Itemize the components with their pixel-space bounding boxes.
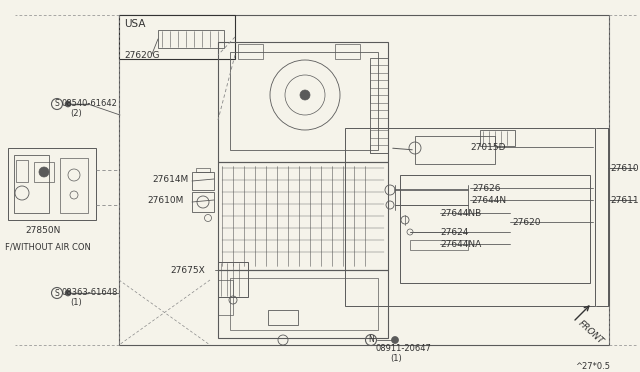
Text: 27644NB: 27644NB	[440, 209, 481, 218]
Bar	[415, 136, 495, 164]
Text: 27624: 27624	[440, 228, 468, 237]
Text: 27015D: 27015D	[470, 143, 506, 152]
Text: 27620G: 27620G	[124, 51, 159, 60]
Bar	[230, 278, 378, 330]
Bar	[218, 42, 388, 162]
Text: 08911-20647: 08911-20647	[375, 344, 431, 353]
Text: 27611: 27611	[610, 196, 639, 205]
Bar	[370, 95, 388, 103]
Bar	[345, 128, 595, 306]
Circle shape	[65, 290, 71, 296]
Bar	[218, 280, 233, 315]
Text: 08363-61648: 08363-61648	[62, 288, 118, 297]
Bar	[218, 262, 248, 297]
Bar	[14, 155, 49, 213]
Text: 08540-61642: 08540-61642	[62, 99, 118, 108]
Bar	[410, 240, 468, 250]
Bar	[238, 44, 263, 59]
Bar	[60, 158, 88, 213]
Bar	[218, 270, 388, 338]
Bar	[370, 145, 388, 153]
Text: S: S	[54, 289, 60, 298]
Text: 27626: 27626	[472, 184, 500, 193]
Text: (1): (1)	[390, 354, 402, 363]
Text: S: S	[54, 99, 60, 109]
Text: 27610M: 27610M	[147, 196, 184, 205]
Bar	[370, 65, 388, 73]
Bar	[218, 162, 388, 270]
Bar	[119, 15, 235, 59]
Bar	[16, 160, 28, 182]
Text: 27620: 27620	[512, 218, 541, 227]
Text: N: N	[368, 336, 374, 344]
Bar	[370, 110, 388, 118]
Bar	[196, 168, 210, 172]
Bar	[230, 52, 378, 150]
Bar	[34, 162, 54, 182]
Bar	[158, 30, 224, 48]
Text: 27644N: 27644N	[471, 196, 506, 205]
Circle shape	[392, 337, 399, 343]
Text: F/WITHOUT AIR CON: F/WITHOUT AIR CON	[5, 242, 91, 251]
Text: 27614M: 27614M	[152, 175, 188, 184]
Text: FRONT: FRONT	[576, 319, 605, 346]
Bar	[119, 15, 609, 345]
Bar	[335, 44, 360, 59]
Bar	[192, 192, 214, 212]
Text: 27850N: 27850N	[25, 226, 60, 235]
Text: (1): (1)	[70, 298, 82, 307]
Bar	[370, 130, 388, 138]
Text: ^27*0.5: ^27*0.5	[575, 362, 610, 371]
Circle shape	[300, 90, 310, 100]
Text: 27675X: 27675X	[170, 266, 205, 275]
Bar	[8, 148, 96, 220]
Bar	[370, 58, 388, 153]
Text: 27644NA: 27644NA	[440, 240, 481, 249]
Text: 27610: 27610	[610, 164, 639, 173]
Bar	[480, 130, 515, 146]
Text: USA: USA	[124, 19, 145, 29]
Bar	[192, 172, 214, 190]
Bar	[400, 175, 590, 283]
Bar	[268, 310, 298, 325]
Circle shape	[39, 167, 49, 177]
Text: (2): (2)	[70, 109, 82, 118]
Circle shape	[65, 101, 71, 107]
Bar	[370, 80, 388, 88]
